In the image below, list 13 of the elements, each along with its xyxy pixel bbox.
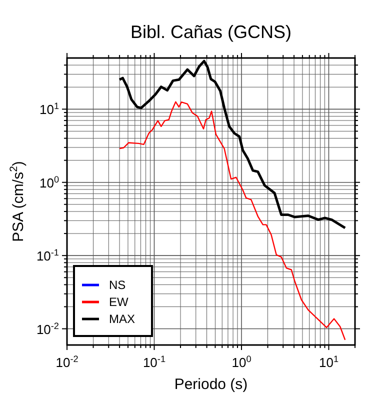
x-tick-label: 10$^{0}$	[232, 354, 252, 370]
y-tick-label: 10$^{-1}$	[36, 248, 59, 264]
chart-title: Bibl. Cañas (GCNS)	[130, 22, 292, 42]
legend-label: NS	[109, 278, 126, 292]
y-tick-label: 10$^{0}$	[39, 174, 59, 190]
x-tick-label: 10$^{-1}$	[142, 354, 166, 370]
x-tick-label: 10$^{1}$	[318, 354, 338, 370]
legend-label: MAX	[109, 312, 136, 326]
y-tick-label: 10$^{1}$	[39, 101, 59, 118]
legend-label: EW	[109, 295, 130, 309]
y-tick-label: 10$^{-2}$	[36, 320, 59, 337]
x-axis-title: Periodo (s)	[174, 376, 248, 393]
x-tick-label: 10$^{-2}$	[56, 354, 78, 370]
